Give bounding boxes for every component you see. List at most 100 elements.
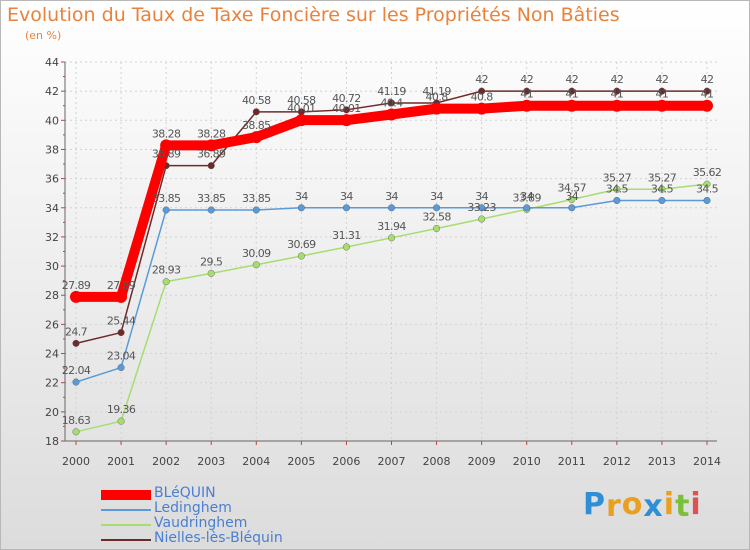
data-label-vaudringhem: 28.93 [152,264,181,277]
legend-label-blequin: BLéQUIN [154,485,216,501]
point-ledinghem [207,206,215,214]
point-nielles-l-s-bl-quin [703,87,711,95]
data-label-bl-quin: 40.01 [332,102,361,115]
data-label-ledinghem: 34 [295,190,308,203]
data-label-ledinghem: 34 [340,190,353,203]
logo-letter: i [690,487,702,522]
data-label-nielles-l-s-bl-quin: 24.7 [65,325,88,338]
data-label-bl-quin: 41 [520,88,533,101]
point-ledinghem [523,204,531,212]
data-label-ledinghem: 34 [430,190,443,203]
logo-letter: r [606,489,622,524]
point-ledinghem [478,204,486,212]
point-bl-quin [655,99,668,112]
x-tick-label: 2007 [378,455,406,468]
data-label-ledinghem: 33.85 [197,192,226,205]
x-tick-label: 2009 [468,455,496,468]
logo-letter: o [621,487,644,522]
data-label-ledinghem: 22.04 [62,364,91,377]
point-ledinghem [658,196,666,204]
point-nielles-l-s-bl-quin [613,87,621,95]
point-vaudringhem [658,185,666,193]
data-label-vaudringhem: 31.31 [332,229,361,242]
data-label-ledinghem: 34.5 [606,182,629,195]
point-ledinghem [117,364,125,372]
data-label-nielles-l-s-bl-quin: 42 [475,73,488,86]
point-nielles-l-s-bl-quin [72,339,80,347]
data-label-bl-quin: 41 [656,88,669,101]
data-label-ledinghem: 34 [475,190,488,203]
point-bl-quin [115,290,128,303]
legend-swatch-ledinghem [101,509,151,511]
data-label-bl-quin: 27.89 [62,279,91,292]
point-ledinghem [342,204,350,212]
data-label-bl-quin: 40.01 [287,102,316,115]
data-label-ledinghem: 34.5 [696,182,719,195]
point-vaudringhem [568,195,576,203]
data-label-ledinghem: 34 [520,190,533,203]
legend-swatch-blequin [101,490,151,500]
y-tick-label: 24 [45,348,59,361]
legend-swatch-vaudringhem [101,524,151,526]
legend-label-ledinghem: Ledinghem [154,500,232,516]
point-nielles-l-s-bl-quin [478,87,486,95]
data-label-vaudringhem: 32.58 [422,210,451,223]
data-label-nielles-l-s-bl-quin: 36.89 [197,148,226,161]
data-labels: 18.63 19.36 28.93 29.5 30.09 30.69 31.31 31.94 3… [62,73,722,427]
data-label-vaudringhem: 33.23 [467,201,496,214]
point-nielles-l-s-bl-quin [388,99,396,107]
data-label-nielles-l-s-bl-quin: 40.58 [287,94,316,107]
data-label-nielles-l-s-bl-quin: 42 [565,73,578,86]
point-ledinghem [613,196,621,204]
y-tick-label: 42 [45,85,59,98]
x-tick-label: 2011 [558,455,586,468]
x-tick-label: 2014 [693,455,721,468]
point-nielles-l-s-bl-quin [342,106,350,114]
point-ledinghem [162,206,170,214]
x-tick-label: 2005 [287,455,315,468]
data-label-vaudringhem: 35.62 [693,166,722,179]
point-bl-quin [160,139,173,152]
x-tick-label: 2004 [242,455,270,468]
data-label-nielles-l-s-bl-quin: 42 [610,73,623,86]
point-vaudringhem [72,428,80,436]
data-label-bl-quin: 41 [701,88,714,101]
data-label-vaudringhem: 35.27 [603,171,632,184]
data-label-ledinghem: 23.04 [107,350,136,363]
y-tick-label: 34 [45,202,59,215]
data-label-nielles-l-s-bl-quin: 40.58 [242,94,271,107]
point-vaudringhem [703,180,711,188]
y-tick-label: 18 [45,435,59,448]
data-label-nielles-l-s-bl-quin: 41.19 [422,85,451,98]
y-tick-label: 44 [45,56,59,69]
point-ledinghem [703,196,711,204]
point-ledinghem [72,378,80,386]
point-nielles-l-s-bl-quin [568,87,576,95]
series-group [70,87,713,436]
point-ledinghem [388,204,396,212]
data-label-nielles-l-s-bl-quin: 41.19 [377,85,406,98]
y-tick-label: 36 [45,173,59,186]
data-label-bl-quin: 38.28 [197,127,226,140]
x-tick-label: 2013 [648,455,676,468]
point-bl-quin [701,99,713,112]
point-bl-quin [520,99,533,112]
point-ledinghem [433,204,441,212]
chart-title: Evolution du Taux de Taxe Foncière sur l… [7,4,620,26]
data-label-bl-quin: 40.8 [426,91,449,104]
data-label-bl-quin: 27.89 [107,279,136,292]
point-bl-quin [295,114,308,127]
point-bl-quin [70,290,82,303]
point-vaudringhem [388,234,396,242]
legend-label-nielles: Nielles-lès-Bléquin [154,530,283,546]
point-nielles-l-s-bl-quin [252,108,260,116]
y-tick-label: 30 [45,260,59,273]
x-tick-label: 2003 [197,455,225,468]
data-label-vaudringhem: 29.5 [200,255,223,268]
y-axis-ticks: 18 20 22 24 26 28 30 32 34 36 38 40 42 44 [45,56,59,448]
data-label-nielles-l-s-bl-quin: 25.44 [107,315,136,328]
point-ledinghem [568,204,576,212]
point-vaudringhem [252,261,260,269]
